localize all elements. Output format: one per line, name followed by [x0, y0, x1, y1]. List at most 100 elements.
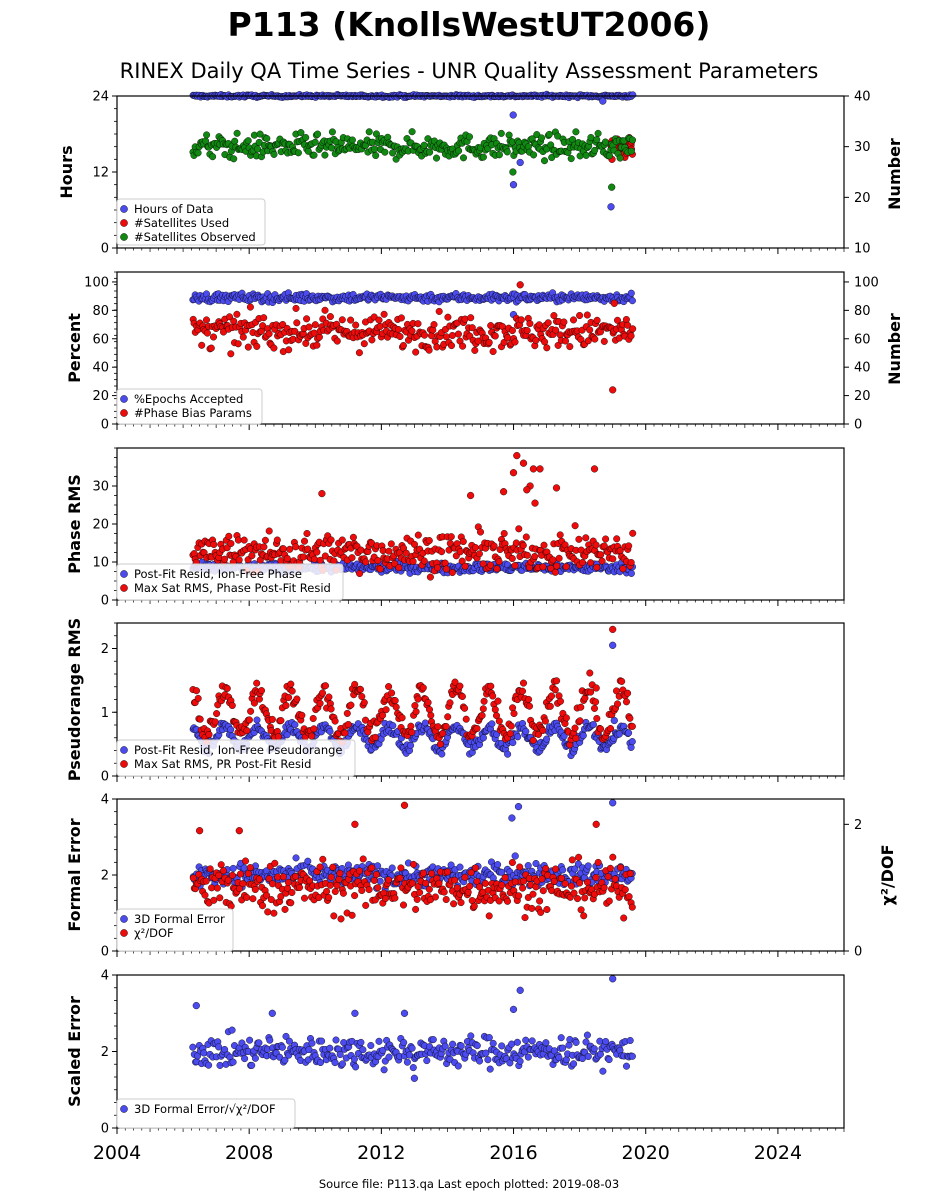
data-point: [348, 554, 356, 562]
data-point-outlier: [516, 281, 524, 289]
data-point: [605, 1056, 613, 1064]
data-point: [397, 314, 405, 322]
data-point: [420, 141, 428, 149]
data-point: [629, 91, 637, 99]
y-tick-label: 20: [92, 389, 109, 404]
data-point: [265, 330, 273, 338]
data-point: [538, 875, 546, 883]
panel-2-points: [189, 281, 637, 394]
data-point: [514, 733, 522, 741]
data-point: [326, 1044, 334, 1052]
data-point: [559, 866, 567, 874]
data-point: [579, 559, 587, 567]
data-point: [336, 1050, 344, 1058]
data-point: [359, 855, 367, 863]
data-point: [325, 894, 333, 902]
data-point: [490, 542, 498, 550]
data-point: [236, 870, 244, 878]
data-point: [331, 717, 339, 725]
data-point: [459, 538, 467, 546]
data-point: [240, 536, 248, 544]
data-point-outlier: [509, 111, 517, 119]
data-point: [194, 149, 202, 157]
data-point: [348, 136, 356, 144]
data-point: [329, 863, 337, 871]
data-point: [411, 702, 419, 710]
data-point: [449, 1040, 457, 1048]
data-point: [515, 892, 523, 900]
y-tick-label: 20: [92, 518, 109, 533]
data-point: [341, 729, 349, 737]
data-point: [236, 885, 244, 893]
data-point: [442, 723, 450, 731]
data-point: [243, 893, 251, 901]
data-point: [365, 128, 373, 136]
data-point: [439, 729, 447, 737]
data-point: [223, 684, 231, 692]
data-point: [274, 733, 282, 741]
data-point: [626, 1036, 634, 1044]
y-tick-label: 2: [101, 869, 109, 884]
data-point: [284, 878, 292, 886]
legend-entry: #Phase Bias Params: [134, 406, 252, 420]
legend-entry: 3D Formal Error/√χ²/DOF: [134, 1102, 276, 1116]
data-point: [196, 715, 204, 723]
data-point: [273, 536, 281, 544]
data-point: [251, 1054, 259, 1062]
data-point: [302, 133, 310, 141]
data-point: [419, 684, 427, 692]
data-point: [258, 687, 266, 695]
data-point: [253, 342, 261, 350]
data-point: [466, 133, 474, 141]
data-point: [540, 541, 548, 549]
data-point: [326, 727, 334, 735]
data-point: [526, 320, 534, 328]
data-point: [532, 860, 540, 868]
data-point: [511, 338, 519, 346]
data-point: [551, 568, 559, 576]
data-point-outlier: [523, 486, 531, 494]
data-point: [487, 682, 495, 690]
data-point: [268, 715, 276, 723]
data-point: [459, 342, 467, 350]
data-point: [489, 1039, 497, 1047]
data-point-outlier: [509, 181, 518, 189]
data-point: [281, 1056, 289, 1064]
y-tick-label: 0: [101, 945, 109, 960]
data-point: [412, 905, 420, 913]
data-point: [200, 1049, 208, 1057]
data-point: [522, 533, 530, 541]
y-axis-label: Pseudorange RMS: [65, 618, 84, 781]
legend: Hours of Data#Satellites Used#Satellites…: [116, 198, 266, 246]
data-point: [279, 321, 287, 329]
data-point: [607, 725, 615, 733]
data-point: [529, 890, 537, 898]
data-point: [576, 312, 584, 320]
data-point: [579, 732, 587, 740]
data-point: [513, 1038, 521, 1046]
data-point: [413, 895, 421, 903]
data-point: [539, 887, 547, 895]
data-point: [486, 1065, 494, 1073]
data-point: [244, 343, 252, 351]
data-point: [529, 736, 537, 744]
data-point: [508, 859, 516, 867]
data-point: [254, 145, 262, 153]
data-point: [508, 1040, 516, 1048]
data-point: [248, 552, 256, 560]
y2-tick-label: 80: [854, 304, 871, 319]
data-point: [473, 725, 481, 733]
data-point: [580, 912, 588, 920]
data-point: [624, 689, 632, 697]
panel-6-points: [189, 975, 636, 1082]
data-point: [414, 695, 422, 703]
data-point: [592, 698, 600, 706]
data-point: [480, 697, 488, 705]
data-point-outlier: [509, 1005, 518, 1014]
data-point: [279, 545, 287, 553]
data-point: [221, 1045, 229, 1053]
data-point: [576, 717, 584, 725]
x-tick-label: 2012: [357, 1142, 405, 1164]
